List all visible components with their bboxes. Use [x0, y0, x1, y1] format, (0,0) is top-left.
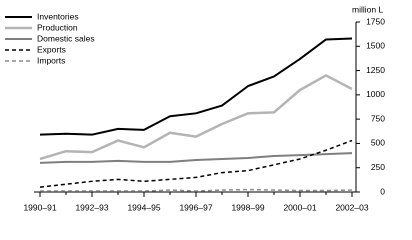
x-tick-label: 2002–03	[335, 202, 368, 212]
x-tick-label: 1992–93	[75, 202, 108, 212]
series-line	[40, 188, 353, 192]
y-tick-label: 0	[380, 186, 385, 196]
page: {"chart_data": { "type": "line", "y_unit…	[5, 4, 386, 213]
y-tick-label: 1500	[366, 41, 385, 51]
y-tick-label: 750	[371, 113, 385, 123]
y-tick-label: 1250	[366, 65, 385, 75]
series-line	[39, 139, 353, 188]
legend-label: Inventories	[37, 11, 79, 21]
legend-label: Imports	[37, 55, 65, 65]
y-unit-label: million L	[352, 4, 383, 14]
series-line	[39, 37, 353, 136]
legend-label: Production	[37, 22, 78, 32]
x-tick-label: 2000–01	[283, 202, 316, 212]
x-tick-label: 1990–91	[23, 202, 56, 212]
x-tick-label: 1994–95	[127, 202, 160, 212]
y-tick-label: 1000	[366, 89, 385, 99]
x-tick-label: 1998–99	[231, 202, 264, 212]
x-tick-label: 1996–97	[179, 202, 212, 212]
y-tick-label: 500	[371, 138, 385, 148]
y-tick-label: 250	[371, 162, 385, 172]
legend-label: Exports	[37, 44, 66, 54]
series-line	[39, 152, 353, 164]
legend-label: Domestic sales	[37, 33, 95, 43]
chart: million L 0 250 500 750 1000 1250 1500 1750 1990…	[5, 4, 385, 212]
series-line	[39, 74, 353, 161]
y-tick-label: 1750	[366, 16, 385, 26]
